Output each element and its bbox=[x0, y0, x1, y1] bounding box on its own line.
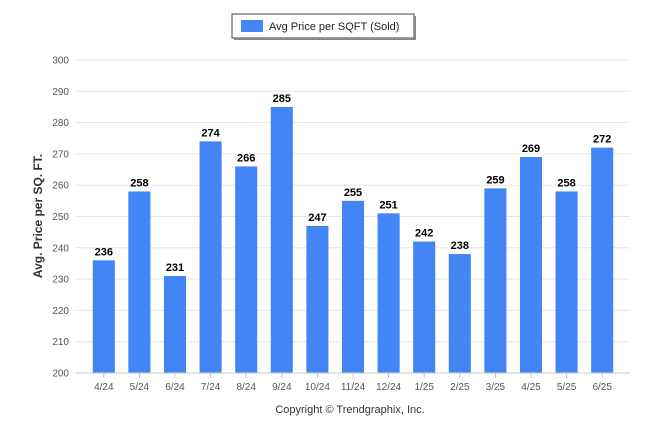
x-tick-labels: 4/24 5/24 6/24 7/24 8/24 9/24 10/24 11/24 12/24 1… bbox=[94, 373, 612, 393]
x-tick-label: 1/25 bbox=[414, 382, 434, 393]
x-tick-label: 6/25 bbox=[592, 382, 612, 393]
data-label: 258 bbox=[130, 177, 148, 189]
y-tick-label: 270 bbox=[52, 149, 69, 160]
bar-1-25 bbox=[413, 241, 436, 373]
y-tick-label: 200 bbox=[52, 369, 69, 380]
copyright-text: Copyright © Trendgraphix, Inc. bbox=[275, 404, 424, 416]
data-label: 258 bbox=[557, 177, 575, 189]
x-tick-label: 10/24 bbox=[305, 382, 330, 393]
y-tick-label: 220 bbox=[52, 306, 69, 317]
data-label: 242 bbox=[415, 228, 433, 240]
x-tick-label: 8/24 bbox=[236, 382, 256, 393]
bar-5-24 bbox=[128, 191, 151, 373]
data-labels: 236 258 231 274 266 285 247 255 251 242 238 259 269 2… bbox=[95, 93, 612, 274]
data-label: 266 bbox=[237, 152, 255, 164]
legend-shadow bbox=[414, 16, 416, 40]
data-label: 255 bbox=[344, 187, 362, 199]
x-tick-label: 12/24 bbox=[376, 382, 401, 393]
data-label: 247 bbox=[308, 212, 326, 224]
data-label: 274 bbox=[201, 127, 220, 139]
data-label: 272 bbox=[593, 134, 611, 146]
x-tick-label: 11/24 bbox=[341, 382, 366, 393]
y-tick-label: 250 bbox=[52, 212, 69, 223]
bar-4-24 bbox=[92, 260, 115, 373]
x-tick-label: 4/25 bbox=[521, 382, 541, 393]
bar-9-24 bbox=[270, 106, 293, 373]
legend-swatch bbox=[241, 20, 263, 32]
data-label: 231 bbox=[166, 262, 184, 274]
bar-6-25 bbox=[591, 147, 614, 373]
x-tick-label: 4/24 bbox=[94, 382, 114, 393]
y-tick-label: 290 bbox=[52, 87, 69, 98]
y-tick-label: 240 bbox=[52, 243, 69, 254]
legend-shadow-bottom bbox=[234, 38, 416, 40]
legend-label: Avg Price per SQFT (Sold) bbox=[269, 21, 399, 33]
bar-4-25 bbox=[519, 157, 543, 373]
bar-10-24 bbox=[306, 225, 329, 373]
legend: Avg Price per SQFT (Sold) bbox=[231, 13, 416, 40]
bar-8-24 bbox=[235, 166, 258, 373]
x-tick-label: 6/24 bbox=[165, 382, 185, 393]
x-tick-label: 9/24 bbox=[272, 382, 292, 393]
y-tick-label: 300 bbox=[52, 56, 69, 67]
x-tick-label: 5/25 bbox=[557, 382, 577, 393]
x-tick-label: 7/24 bbox=[201, 382, 221, 393]
data-label: 285 bbox=[273, 93, 291, 105]
data-label: 238 bbox=[451, 240, 469, 252]
x-tick-label: 2/25 bbox=[450, 382, 470, 393]
bar-5-25 bbox=[555, 191, 578, 373]
data-label: 269 bbox=[522, 143, 540, 155]
y-tick-label: 260 bbox=[52, 181, 69, 192]
data-label: 259 bbox=[486, 174, 504, 186]
y-tick-labels: 200 210 220 230 240 250 260 270 280 290 300 bbox=[52, 56, 69, 380]
y-tick-label: 210 bbox=[52, 337, 69, 348]
bars bbox=[92, 106, 614, 373]
y-tick-label: 280 bbox=[52, 118, 69, 129]
y-axis-title: Avg. Price per SQ. FT. bbox=[31, 154, 45, 278]
data-label: 236 bbox=[95, 246, 113, 258]
bar-3-25 bbox=[484, 188, 507, 373]
bar-6-24 bbox=[163, 275, 187, 373]
bar-11-24 bbox=[341, 200, 365, 373]
x-tick-label: 5/24 bbox=[130, 382, 150, 393]
y-tick-label: 230 bbox=[52, 275, 69, 286]
bar-12-24 bbox=[377, 213, 400, 373]
x-tick-label: 3/25 bbox=[486, 382, 506, 393]
bar-7-24 bbox=[199, 141, 222, 373]
bar-2-25 bbox=[448, 254, 471, 373]
data-label: 251 bbox=[379, 199, 397, 211]
